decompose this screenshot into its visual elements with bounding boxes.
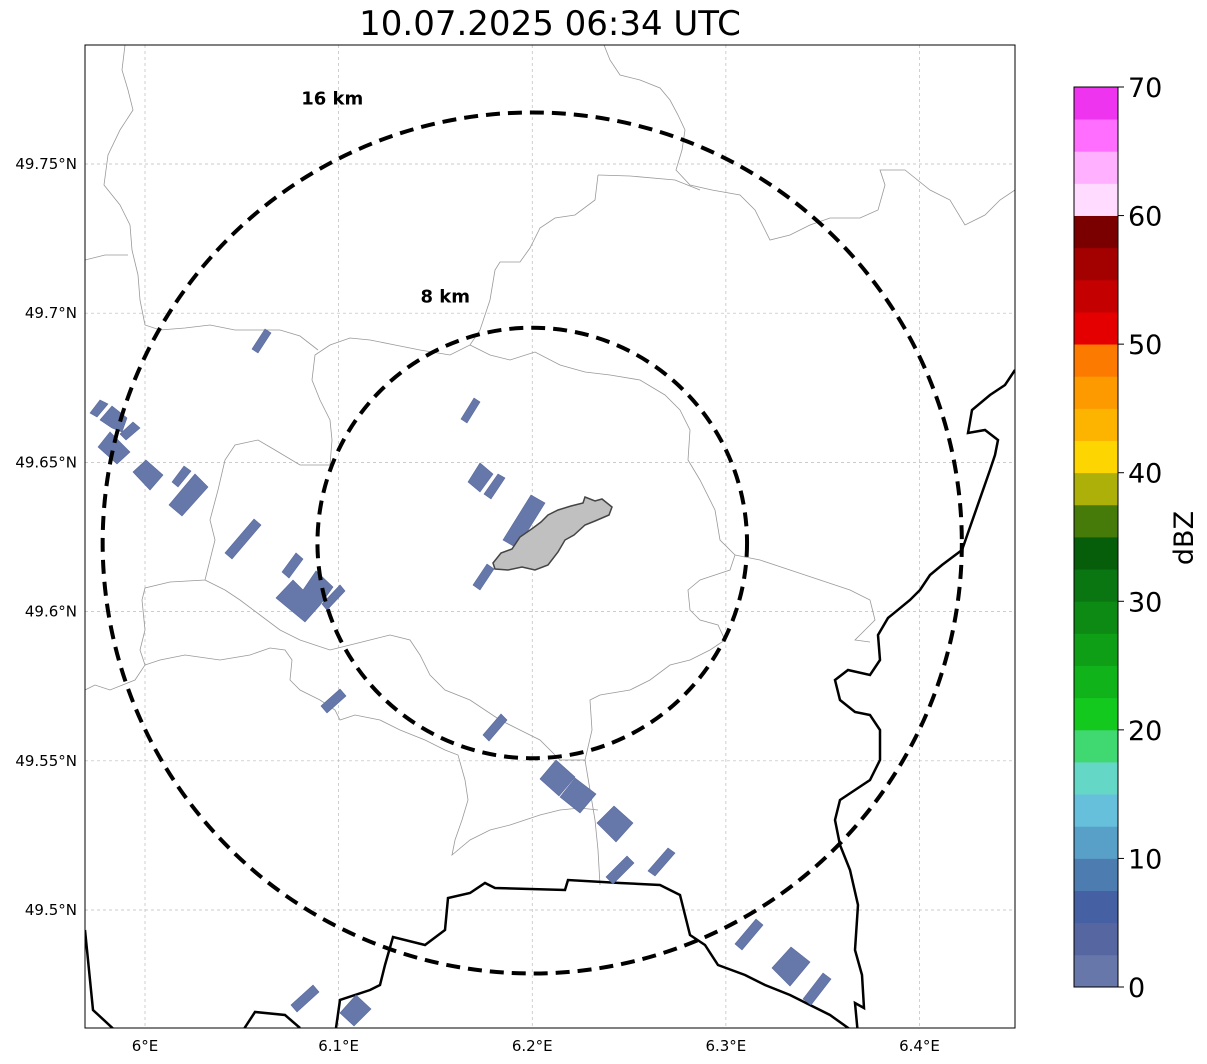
lon-tick-label: 6.2°E bbox=[512, 1037, 553, 1055]
colorbar-label: dBZ bbox=[1169, 511, 1200, 565]
echo-cell bbox=[320, 688, 347, 714]
colorbar-tick-label: 50 bbox=[1128, 330, 1162, 361]
colorbar-segment bbox=[1074, 440, 1118, 474]
echo-cell bbox=[339, 994, 372, 1027]
range-ring-8km bbox=[315, 325, 750, 761]
colorbar-segment bbox=[1074, 408, 1118, 441]
lat-tick-label: 49.65°N bbox=[15, 453, 77, 471]
lon-tick-label: 6°E bbox=[132, 1037, 159, 1055]
colorbar-segment bbox=[1074, 794, 1118, 827]
range-ring-label: 16 km bbox=[301, 88, 363, 109]
lon-tick-label: 6.4°E bbox=[899, 1037, 940, 1055]
colorbar-segment bbox=[1074, 826, 1118, 859]
echo-cell bbox=[251, 328, 272, 354]
colorbar-segment bbox=[1074, 87, 1118, 120]
colorbar-tick-label: 30 bbox=[1128, 587, 1162, 618]
colorbar-segment bbox=[1074, 697, 1118, 731]
echo-cell bbox=[482, 713, 508, 742]
colorbar-segment bbox=[1074, 569, 1118, 602]
colorbar-segment bbox=[1074, 954, 1118, 988]
colorbar-segment bbox=[1074, 537, 1118, 570]
lat-tick-label: 49.6°N bbox=[25, 603, 77, 621]
map-title: 10.07.2025 06:34 UTC bbox=[359, 4, 741, 44]
echo-cell bbox=[596, 805, 634, 843]
colorbar-segment bbox=[1074, 890, 1118, 924]
echo-cell bbox=[224, 518, 262, 560]
echo-cell bbox=[802, 972, 832, 1006]
colorbar-segment bbox=[1074, 633, 1118, 666]
colorbar-tick-label: 20 bbox=[1128, 716, 1162, 747]
lon-tick-label: 6.3°E bbox=[705, 1037, 746, 1055]
echo-cell bbox=[472, 563, 495, 591]
echo-cell bbox=[119, 421, 141, 441]
lat-tick-label: 49.5°N bbox=[25, 901, 77, 919]
radar-echoes bbox=[89, 328, 832, 1027]
colorbar-tick-label: 60 bbox=[1128, 202, 1162, 233]
colorbar-tick-label: 40 bbox=[1128, 459, 1162, 490]
colorbar-segment bbox=[1074, 151, 1118, 184]
echo-cell bbox=[771, 946, 811, 987]
map-frame bbox=[84, 44, 1016, 1029]
colorbar-segment bbox=[1074, 344, 1118, 377]
echo-cell bbox=[483, 473, 506, 500]
colorbar-segment bbox=[1074, 312, 1118, 345]
lon-tick-label: 6.1°E bbox=[318, 1037, 359, 1055]
echo-cell bbox=[99, 405, 128, 433]
colorbar: 0 10 20 30 40 50 60 70 dBZ bbox=[1073, 73, 1200, 1004]
axis-tick-labels: 6°E 6.1°E 6.2°E 6.3°E 6.4°E 49.75°N 49.7°N 49.6… bbox=[15, 155, 940, 1055]
gridlines bbox=[85, 45, 1015, 1028]
national-borders bbox=[85, 369, 1015, 1028]
colorbar-segment bbox=[1074, 472, 1118, 506]
echo-cell bbox=[321, 584, 346, 611]
colorbar-segment bbox=[1074, 665, 1118, 699]
echo-cell bbox=[290, 984, 320, 1013]
city-area bbox=[492, 496, 613, 571]
echo-cell bbox=[460, 397, 481, 424]
colorbar-segment bbox=[1074, 858, 1118, 891]
colorbar-segment bbox=[1074, 729, 1118, 763]
colorbar-segment bbox=[1074, 183, 1118, 216]
echo-cell bbox=[647, 847, 676, 877]
commune-boundaries bbox=[85, 45, 1015, 886]
colorbar-segment bbox=[1074, 247, 1118, 281]
echo-cell bbox=[132, 459, 164, 491]
lat-tick-label: 49.75°N bbox=[15, 155, 77, 173]
echo-cell bbox=[559, 777, 597, 814]
echo-cell bbox=[171, 465, 192, 488]
echo-cell bbox=[275, 570, 334, 623]
colorbar-tick-label: 70 bbox=[1128, 73, 1162, 104]
lat-tick-label: 49.55°N bbox=[15, 752, 77, 770]
echo-cell bbox=[281, 552, 304, 579]
colorbar-segment bbox=[1074, 215, 1118, 249]
colorbar-segment bbox=[1074, 504, 1118, 538]
range-rings: 16 km 8 km bbox=[100, 88, 964, 976]
colorbar-segment bbox=[1074, 119, 1118, 152]
colorbar-segment bbox=[1074, 376, 1118, 409]
echo-cell bbox=[168, 473, 209, 517]
colorbar-tick-label: 0 bbox=[1128, 973, 1145, 1004]
colorbar-segment bbox=[1074, 762, 1118, 795]
echo-cell bbox=[605, 855, 635, 885]
echo-cell bbox=[734, 918, 764, 951]
colorbar-segment bbox=[1074, 922, 1118, 956]
echo-cell bbox=[89, 399, 109, 418]
colorbar-segment bbox=[1074, 279, 1118, 313]
echo-cell bbox=[539, 759, 576, 797]
lat-tick-label: 49.7°N bbox=[25, 304, 77, 322]
echo-cell bbox=[502, 494, 546, 549]
colorbar-segment bbox=[1074, 601, 1118, 634]
range-ring-16km bbox=[100, 110, 964, 976]
range-ring-label: 8 km bbox=[420, 287, 470, 308]
echo-cell bbox=[467, 462, 494, 493]
colorbar-tick-label: 10 bbox=[1128, 844, 1162, 875]
colorbar-frame bbox=[1073, 86, 1119, 988]
